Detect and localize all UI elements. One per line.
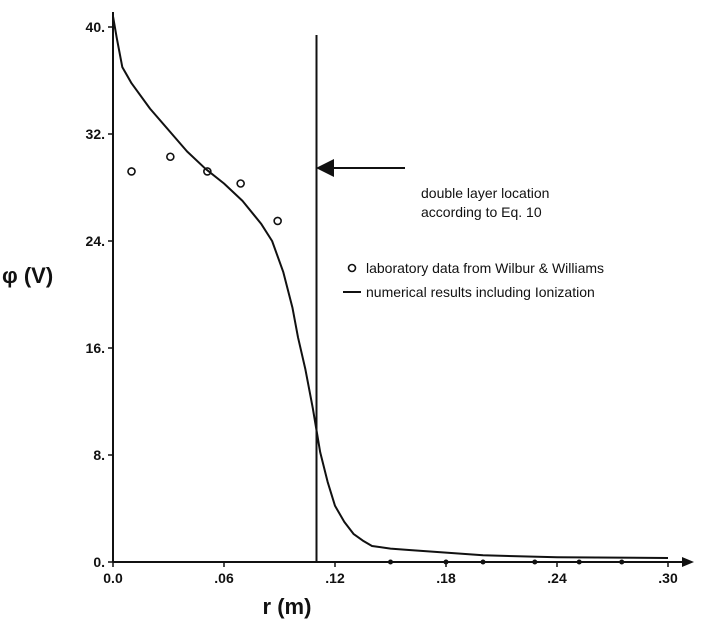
x-tick-label: .12 — [325, 570, 345, 586]
x-tick-label: .24 — [547, 570, 567, 586]
x-axis-title: r (m) — [263, 594, 312, 619]
y-tick-label: 32. — [86, 126, 105, 142]
x-tick-label: .30 — [658, 570, 678, 586]
annotation: double layer location according to Eq. 1… — [316, 159, 549, 220]
y-tick-label: 40. — [86, 19, 105, 35]
y-tick-label: 16. — [86, 340, 105, 356]
numerical-results-line — [112, 16, 669, 559]
laboratory-data-point — [203, 167, 212, 176]
y-ticks: 0. 8. 16. 24. 32. 40. — [86, 19, 113, 570]
laboratory-data-point — [236, 179, 245, 188]
baseline-data-point — [480, 559, 486, 565]
baseline-data-point — [619, 559, 625, 565]
x-tick-label: .06 — [214, 570, 234, 586]
annotation-line-2: according to Eq. 10 — [421, 204, 542, 220]
legend: laboratory data from Wilbur & Williams n… — [343, 260, 604, 300]
y-axis-title: φ (V) — [2, 263, 53, 288]
x-tick-label: 0.0 — [103, 570, 123, 586]
x-axis-arrowhead — [682, 557, 694, 567]
y-tick-label: 8. — [93, 447, 105, 463]
y-tick-label: 24. — [86, 233, 105, 249]
baseline-data-point — [388, 559, 393, 565]
annotation-line-1: double layer location — [421, 185, 549, 201]
x-tick-label: .18 — [436, 570, 456, 586]
legend-label-laboratory: laboratory data from Wilbur & Williams — [366, 260, 604, 276]
laboratory-data-point — [127, 167, 136, 176]
baseline-data-point — [576, 559, 582, 565]
laboratory-data-point — [273, 216, 282, 226]
baseline-data-point — [443, 559, 449, 565]
legend-marker-laboratory — [347, 263, 357, 273]
laboratory-data-point — [166, 152, 175, 162]
annotation-arrow-head — [316, 159, 334, 177]
plot-area — [112, 16, 669, 565]
baseline-data-point — [532, 559, 538, 565]
axes — [112, 12, 694, 567]
x-ticks: 0.0 .06 .12 .18 .24 .30 — [103, 562, 678, 586]
legend-label-numerical: numerical results including Ionization — [366, 284, 595, 300]
y-tick-label: 0. — [93, 554, 105, 570]
